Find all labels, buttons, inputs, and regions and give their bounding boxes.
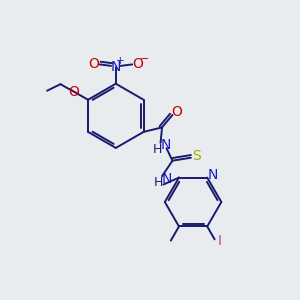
Text: N: N (160, 138, 171, 152)
Text: N: N (162, 172, 172, 185)
Text: −: − (140, 54, 149, 64)
Text: N: N (207, 168, 218, 182)
Text: S: S (192, 149, 201, 163)
Text: N: N (111, 60, 121, 74)
Text: O: O (132, 57, 143, 71)
Text: +: + (116, 56, 124, 66)
Text: O: O (89, 57, 100, 71)
Text: O: O (68, 85, 79, 99)
Text: H: H (154, 176, 163, 189)
Text: I: I (218, 234, 222, 248)
Text: O: O (172, 105, 182, 119)
Text: H: H (152, 143, 162, 156)
